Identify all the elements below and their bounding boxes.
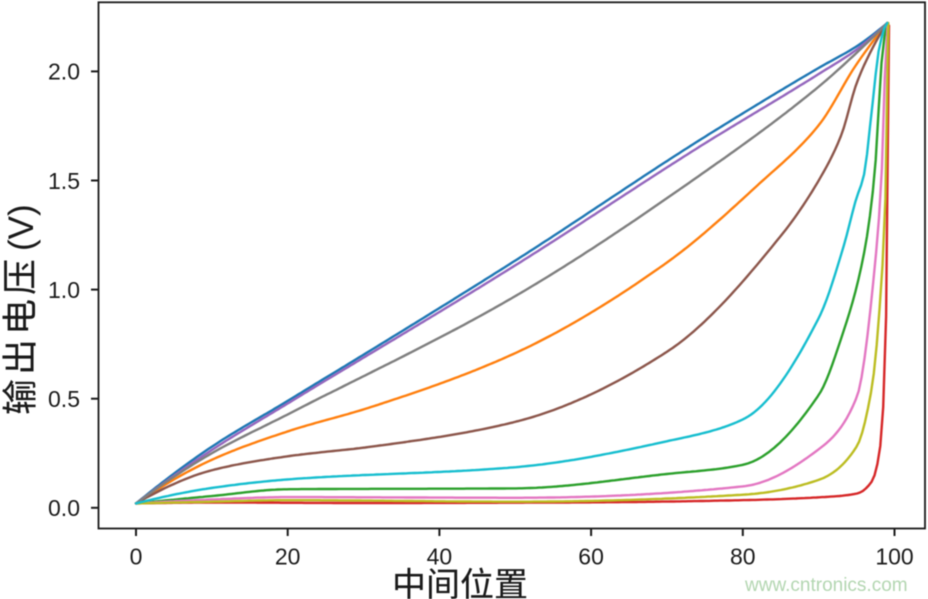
svg-text:1.0: 1.0 — [48, 277, 80, 303]
svg-text:40: 40 — [427, 543, 453, 569]
svg-text:80: 80 — [730, 543, 756, 569]
svg-text:0.5: 0.5 — [48, 386, 80, 412]
svg-text:(V): (V) — [2, 204, 41, 251]
svg-text:100: 100 — [875, 543, 913, 569]
svg-text:1.5: 1.5 — [48, 168, 80, 194]
svg-text:60: 60 — [578, 543, 604, 569]
svg-text:2.0: 2.0 — [48, 59, 80, 85]
svg-text:www.cntronics.com: www.cntronics.com — [744, 575, 908, 596]
svg-text:0: 0 — [130, 543, 143, 569]
svg-text:20: 20 — [275, 543, 301, 569]
svg-text:0.0: 0.0 — [48, 495, 80, 521]
